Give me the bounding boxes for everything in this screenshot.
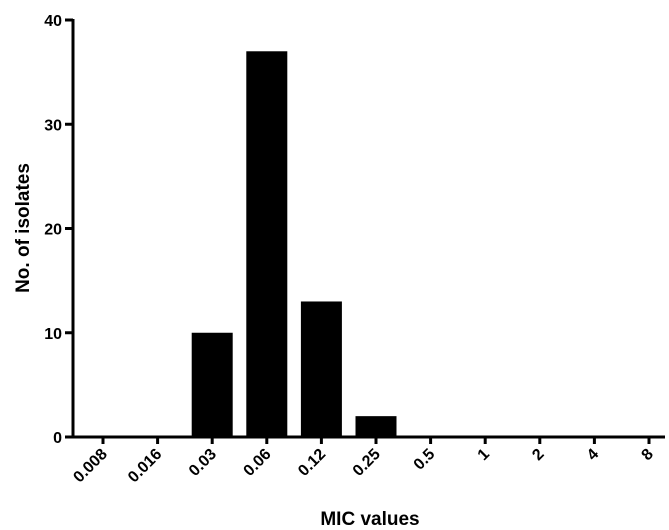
x-tick-label: 2 [529,446,547,464]
x-tick-label: 4 [584,446,602,464]
bar-0.03 [191,332,233,437]
x-axis-title: MIC values [320,509,419,530]
x-tick-label: 0.016 [125,446,165,486]
x-tick-label: 1 [475,446,493,464]
y-tick-label: 0 [53,430,62,447]
x-tick-label: 0.12 [295,446,329,480]
bar-0.06 [246,51,288,438]
x-tick-label: 0.25 [350,446,384,480]
bar-0.12 [300,301,342,437]
bars [191,51,397,438]
x-tick-label: 0.06 [241,446,275,480]
y-axis: 0 10 20 30 40 [44,13,75,447]
x-axis: 0.008 0.016 0.03 0.06 0.12 0.25 0.5 1 2 4 8 [70,435,665,486]
x-tick-label: 0.5 [411,446,439,474]
y-tick-label: 40 [44,13,62,30]
y-tick-label: 30 [44,117,62,134]
x-tick-label: 0.03 [186,446,220,480]
x-tick-label: 0.008 [70,446,110,486]
y-tick-label: 10 [44,326,62,343]
x-tick-label: 8 [639,446,657,464]
bar-0.25 [355,416,397,437]
y-tick-label: 20 [44,222,62,239]
y-axis-title: No. of isolates [13,163,34,293]
